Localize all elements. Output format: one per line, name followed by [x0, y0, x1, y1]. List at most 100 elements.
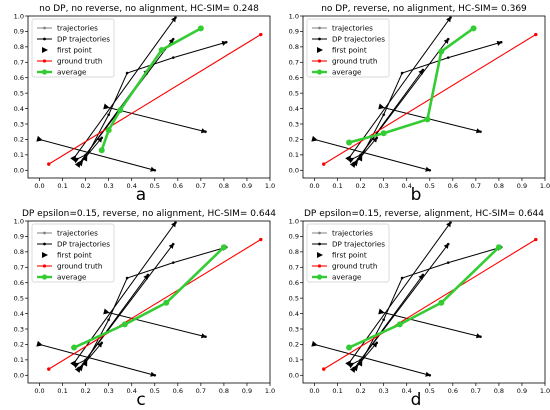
dp-trajectory-point [107, 318, 110, 321]
legend-label: DP trajectories [332, 35, 385, 44]
average-point [220, 244, 227, 251]
average-point [117, 107, 124, 114]
x-tick-label: 0.2 [355, 182, 365, 190]
first-point-triangle [311, 135, 318, 142]
x-tick-label: 0.6 [173, 387, 183, 395]
first-point-marker [72, 157, 80, 164]
average-point [438, 299, 445, 306]
x-tick-label: 0.5 [150, 387, 160, 395]
last-point-marker [372, 342, 378, 348]
dp-trajectory-point [359, 358, 362, 362]
dp-trajectory-point [84, 358, 87, 362]
last-point-marker [150, 371, 156, 377]
y-tick-label: 0.0 [14, 167, 24, 175]
first-point-marker [36, 135, 43, 142]
panel-d: DP epsilon=0.15, reverse, alignment, HC-… [289, 209, 550, 410]
y-tick-label: 0.7 [289, 59, 299, 67]
plot-frame [27, 220, 271, 384]
legend-box [306, 223, 390, 283]
first-point-marker [103, 308, 110, 315]
subfigure-label: a [136, 185, 146, 205]
average-point [163, 299, 170, 306]
legend-label: DP trajectories [332, 240, 385, 249]
x-tick-label: 0.7 [196, 182, 206, 190]
last-point-marker [425, 371, 431, 377]
y-tick-label: 0.3 [289, 120, 299, 128]
average-line [73, 246, 225, 349]
average-point [98, 147, 105, 154]
first-point-marker [352, 159, 359, 167]
first-point-marker [311, 135, 318, 142]
chart-title: no DP, reverse, no alignment, HC-SIM= 0.… [321, 4, 527, 14]
x-tick-label: 0.3 [103, 387, 113, 395]
last-point-triangle [171, 16, 177, 23]
y-tick-label: 0.0 [289, 167, 299, 175]
dp-trajectory-line [381, 311, 481, 338]
last-point-triangle [446, 16, 452, 23]
dp-trajectory-point [400, 276, 404, 280]
x-tick-label: 1.0 [540, 387, 550, 395]
last-point-marker [221, 40, 228, 46]
x-tick-label: 0.4 [127, 387, 137, 395]
average-point [438, 48, 445, 55]
last-point-triangle [97, 137, 103, 143]
last-point-marker [171, 221, 177, 228]
x-tick-label: 0.0 [309, 182, 319, 190]
legend-swatch-dot [318, 242, 321, 246]
ground-truth-point [47, 162, 51, 166]
subfigure-label: b [411, 185, 422, 205]
last-point-marker [200, 128, 207, 134]
x-tick-label: 0.6 [448, 387, 458, 395]
y-tick-label: 0.9 [289, 233, 299, 241]
x-tick-label: 0.2 [355, 387, 365, 395]
average-point [105, 127, 112, 134]
last-point-triangle [168, 243, 174, 249]
y-tick-label: 0.4 [289, 310, 299, 318]
x-tick-label: 0.4 [402, 387, 412, 395]
y-tick-label: 0.4 [14, 310, 24, 318]
legend-swatch-dot [43, 37, 46, 41]
x-tick-label: 0.7 [471, 387, 481, 395]
last-point-marker [425, 166, 431, 172]
first-point-triangle [352, 364, 359, 372]
x-tick-label: 0.0 [309, 387, 319, 395]
first-point-triangle [77, 159, 84, 167]
legend-swatch-dot [318, 231, 321, 235]
plot-frame [302, 15, 546, 179]
first-point-marker [347, 157, 355, 164]
average-point [424, 116, 431, 123]
ground-truth-point [534, 237, 538, 242]
last-point-triangle [418, 69, 424, 75]
average-point [121, 321, 128, 328]
x-tick-label: 0.1 [332, 182, 342, 190]
first-point-marker [81, 359, 88, 367]
x-tick-label: 0.9 [242, 387, 252, 395]
last-point-marker [475, 333, 482, 339]
last-point-triangle [221, 40, 228, 46]
legend-swatch-dot [318, 37, 321, 41]
x-tick-label: 0.6 [173, 182, 183, 190]
last-point-triangle [150, 371, 156, 377]
legend-label: average [332, 273, 362, 282]
y-tick-label: 0.9 [14, 233, 24, 241]
first-point-triangle [356, 154, 363, 162]
last-point-triangle [446, 221, 452, 228]
first-point-triangle [356, 359, 363, 367]
y-tick-label: 0.3 [14, 120, 24, 128]
first-point-marker [103, 103, 110, 110]
legend-label: trajectories [332, 24, 373, 33]
last-point-marker [446, 221, 452, 228]
last-point-triangle [200, 333, 207, 339]
legend-label: ground truth [57, 57, 102, 66]
last-point-marker [475, 128, 482, 134]
legend-label: ground truth [332, 262, 377, 271]
x-tick-label: 0.8 [219, 387, 229, 395]
dp-trajectory-line [348, 17, 451, 159]
last-point-triangle [372, 342, 378, 348]
y-tick-label: 0.8 [289, 248, 299, 256]
last-point-triangle [425, 371, 431, 377]
first-point-triangle [352, 159, 359, 167]
y-tick-label: 0.9 [14, 28, 24, 36]
y-tick-label: 0.1 [289, 151, 299, 159]
plot-frame [27, 15, 271, 179]
